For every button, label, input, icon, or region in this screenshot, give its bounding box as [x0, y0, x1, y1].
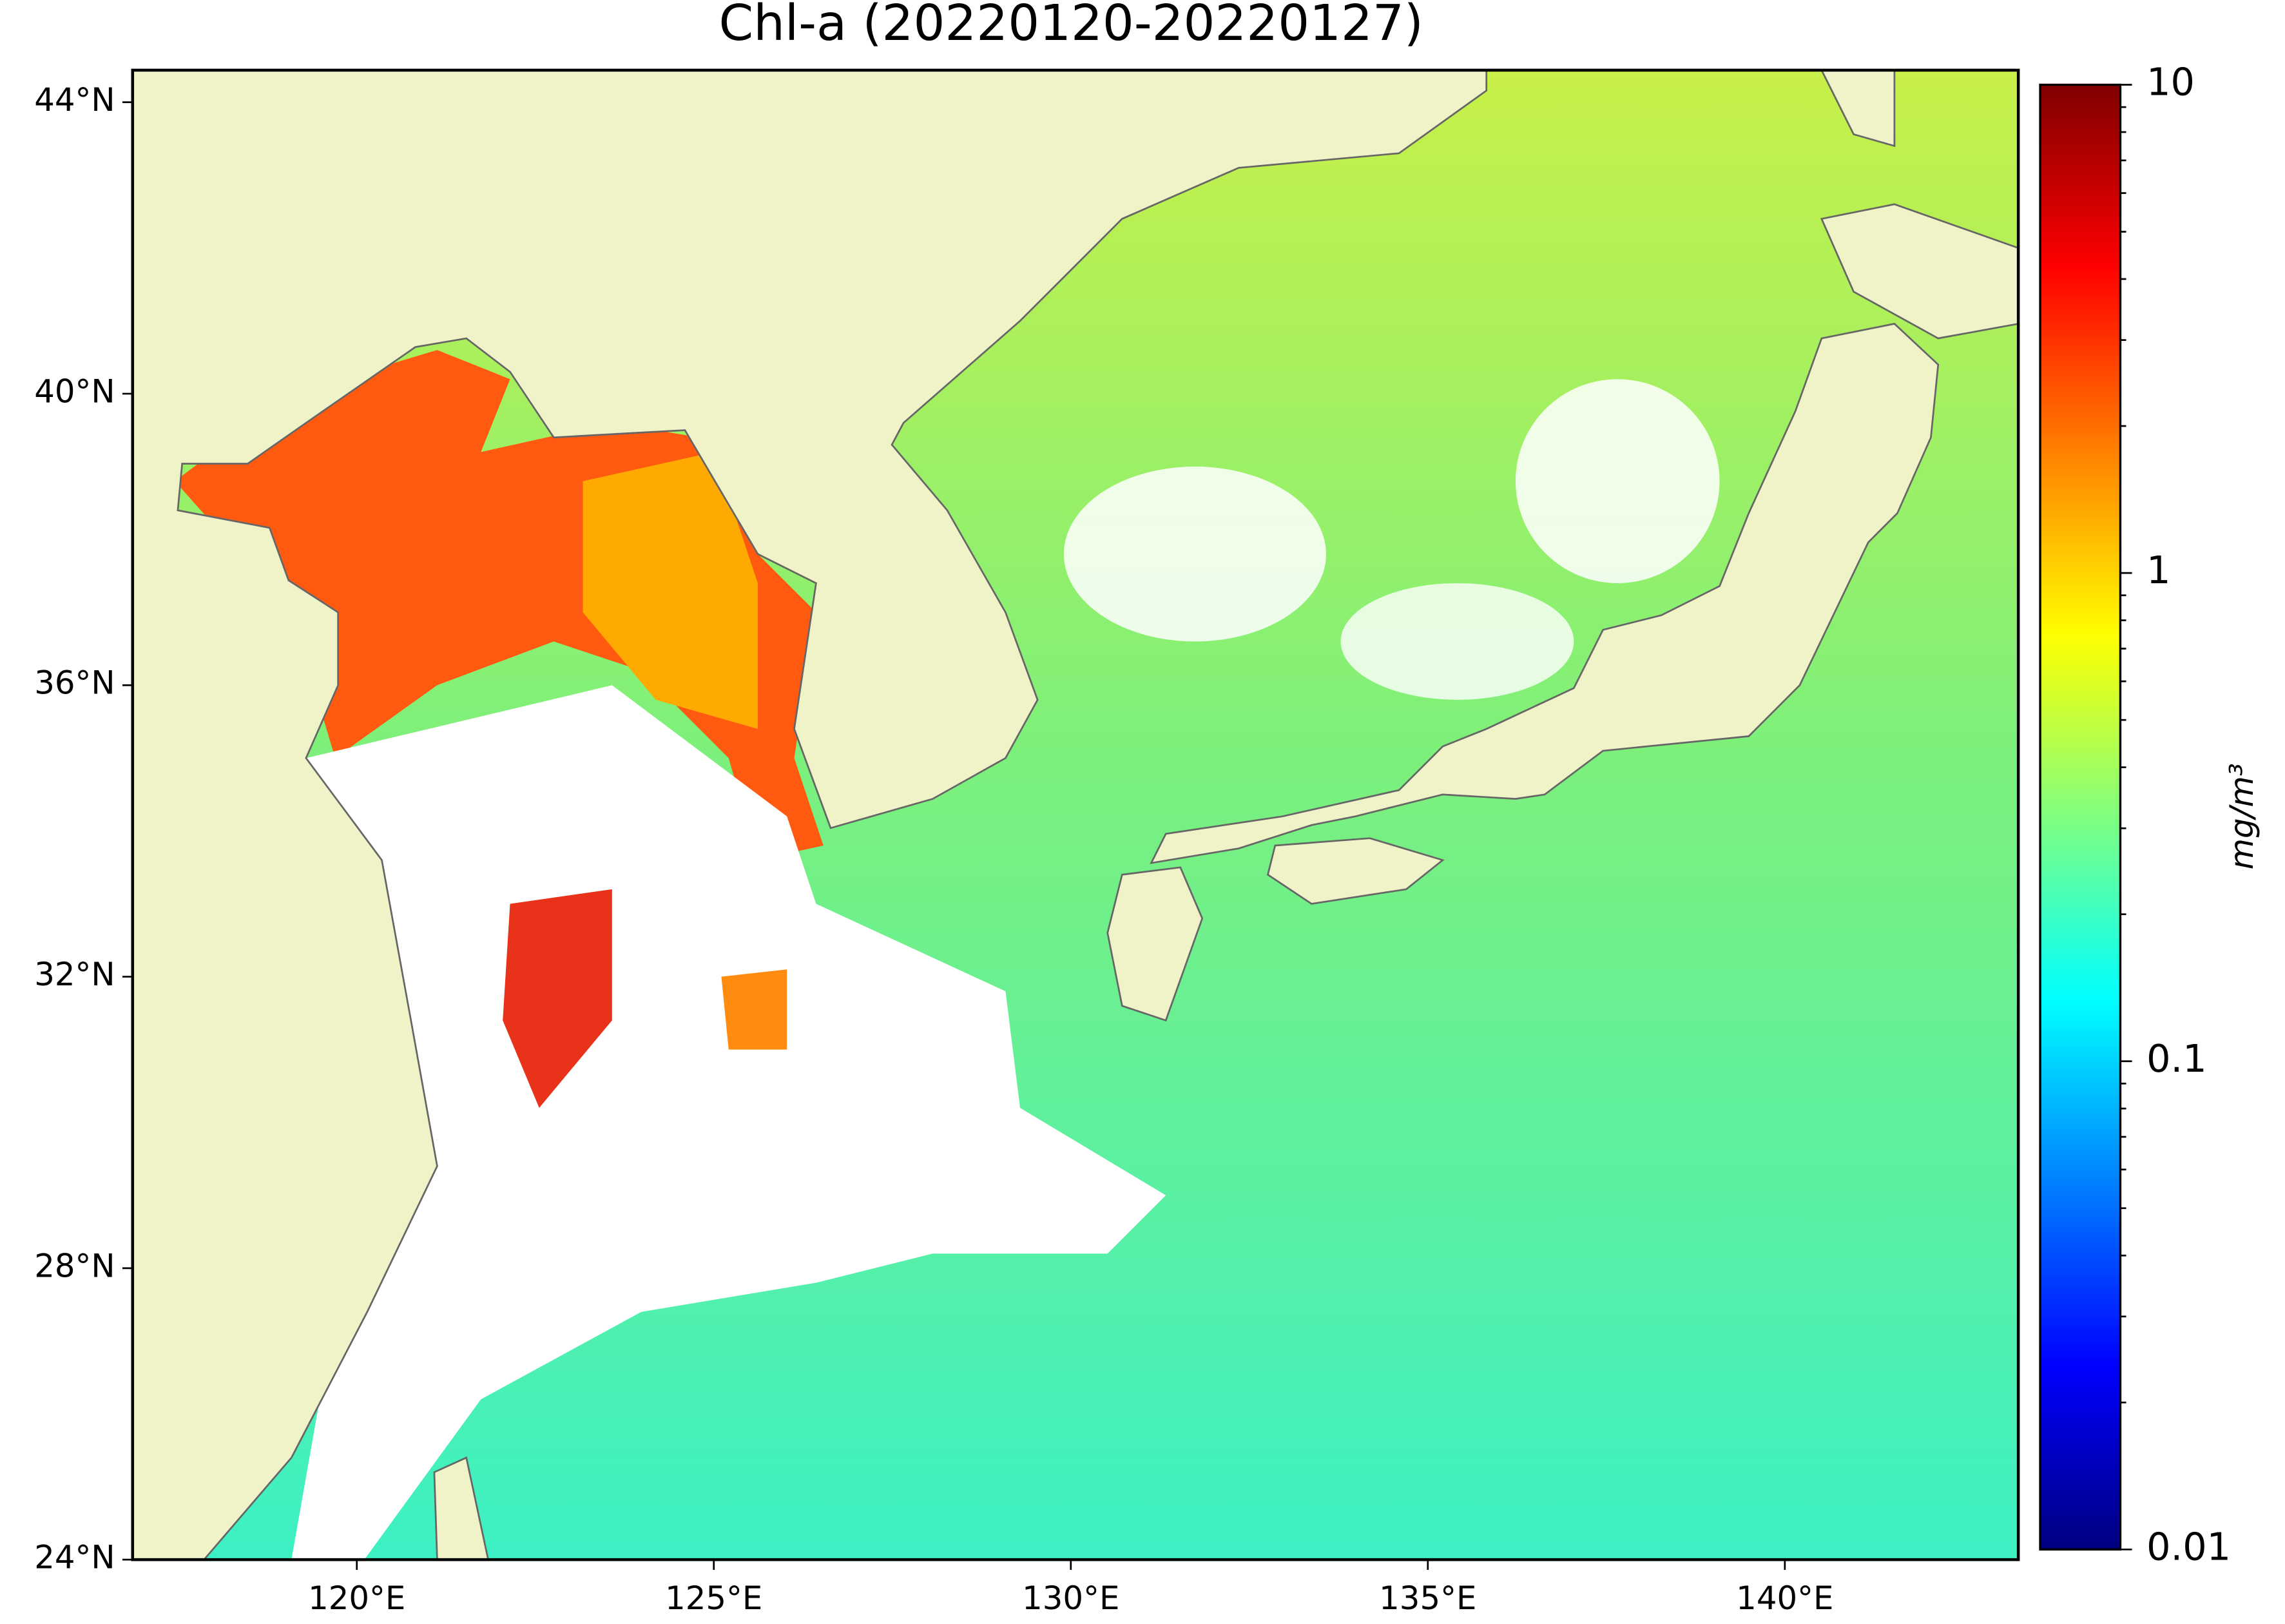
- colorbar-tick-label: 0.01: [2146, 1524, 2231, 1569]
- cloud-gap: [291, 685, 1166, 1560]
- cloud-gap: [1063, 467, 1326, 642]
- colorbar-tick-label: 1: [2146, 548, 2170, 592]
- y-tick-label: 44°N: [34, 81, 115, 119]
- land-kyushu: [1106, 866, 1204, 1022]
- y-tick-label: 36°N: [34, 664, 115, 702]
- mid-chl-patch: [721, 969, 787, 1050]
- land-sakhalin: [1820, 70, 1896, 148]
- y-tick-label: 24°N: [34, 1539, 115, 1576]
- colorbar-tick-label: 0.1: [2146, 1036, 2206, 1081]
- x-tick-label: 120°E: [308, 1580, 405, 1617]
- colorbar-tick-label: 10: [2146, 60, 2195, 104]
- high-chl-patch: [503, 889, 612, 1108]
- land-mainland: [132, 70, 1488, 1560]
- x-tick-label: 130°E: [1022, 1580, 1119, 1617]
- x-tick-label: 140°E: [1736, 1580, 1833, 1617]
- colorbar: [2039, 83, 2122, 1551]
- map-area: [132, 70, 2019, 1560]
- x-tick-label: 125°E: [665, 1580, 762, 1617]
- map-frame: [131, 68, 2020, 1561]
- mid-chl-region: [583, 452, 758, 730]
- land-honshu: [1150, 322, 1940, 864]
- map-title: Chl-a (20220120-20220127): [719, 0, 1423, 52]
- y-tick-label: 32°N: [34, 956, 115, 993]
- x-tick-label: 135°E: [1379, 1580, 1476, 1617]
- land-hokkaido: [1820, 203, 2019, 340]
- land-shikoku: [1266, 837, 1445, 905]
- colorbar-label: mg/m³: [2223, 763, 2261, 869]
- y-tick-label: 40°N: [34, 372, 115, 410]
- cloud-gap: [1340, 583, 1574, 700]
- land-taiwan: [433, 1456, 489, 1560]
- cloud-gap: [1515, 379, 1720, 583]
- y-tick-label: 28°N: [34, 1247, 115, 1284]
